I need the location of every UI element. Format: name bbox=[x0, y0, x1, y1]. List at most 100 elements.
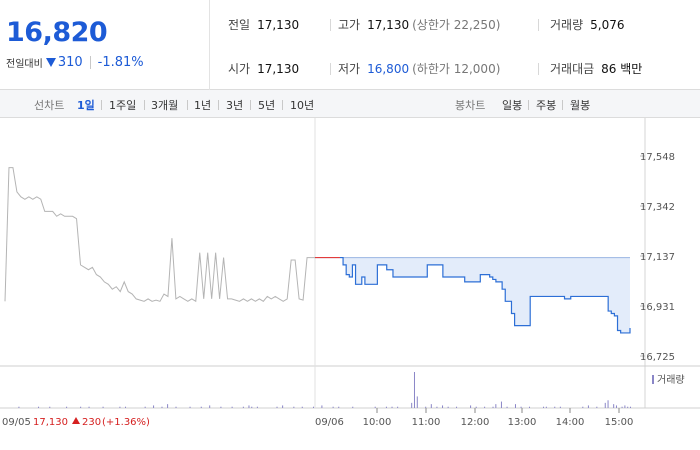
price-chart: 17,548 17,342 17,137 16,931 16,725 거래량 09/05 09… bbox=[0, 118, 700, 428]
volume-bar bbox=[554, 406, 556, 408]
line-chart-label: 선차트 bbox=[34, 99, 65, 112]
volume-bar bbox=[436, 406, 438, 408]
quote-label: 전일 bbox=[228, 18, 251, 32]
down-arrow-icon bbox=[45, 58, 56, 67]
x-tick-label: 14:00 bbox=[556, 417, 585, 428]
volume-bar bbox=[391, 406, 393, 408]
quote-panel: 16,820 전일대비 310 -1.81% 전일 17,130 고가 17,130… bbox=[0, 0, 700, 90]
tab-period-3m[interactable]: 3개월 bbox=[151, 99, 179, 112]
volume-bar bbox=[442, 405, 444, 408]
quote-label: 저가 bbox=[338, 62, 361, 76]
quote-divider bbox=[330, 63, 331, 75]
volume-bar bbox=[484, 406, 486, 408]
price-change-row: 전일대비 310 -1.81% bbox=[6, 55, 144, 70]
quote-divider bbox=[330, 19, 331, 31]
volume-bar bbox=[102, 406, 104, 408]
volume-bar bbox=[582, 406, 584, 408]
volume-bar bbox=[529, 406, 531, 408]
x-tick-label: 12:00 bbox=[461, 417, 490, 428]
change-percent: -1.81% bbox=[97, 55, 144, 70]
volume-bar bbox=[49, 406, 51, 408]
tab-period-5y[interactable]: 5년 bbox=[258, 99, 276, 112]
volume-cell: 거래량 5,076 bbox=[550, 16, 624, 33]
quote-label: 거래대금 bbox=[550, 62, 595, 76]
tab-period-1y[interactable]: 1년 bbox=[194, 99, 212, 112]
volume-bar bbox=[209, 405, 211, 408]
volume-bar bbox=[161, 406, 163, 408]
change-divider bbox=[89, 56, 91, 69]
current-price-box: 16,820 전일대비 310 -1.81% bbox=[0, 0, 210, 90]
volume-bar bbox=[153, 405, 155, 408]
quote-divider bbox=[538, 63, 539, 75]
tab-divider bbox=[218, 100, 219, 110]
volume-bar bbox=[88, 406, 90, 408]
high-cell: 고가 17,130 (상한가 22,250) bbox=[338, 16, 500, 33]
volume-bar bbox=[301, 406, 303, 408]
quote-label: 시가 bbox=[228, 62, 251, 76]
below-reference-area bbox=[315, 257, 630, 333]
quote-value: 17,130 bbox=[257, 18, 300, 32]
tab-divider bbox=[562, 100, 563, 110]
volume-bar bbox=[615, 405, 617, 408]
volume-bar bbox=[495, 404, 497, 408]
volume-bar bbox=[500, 401, 502, 408]
volume-bar bbox=[543, 406, 545, 408]
volume-bar bbox=[282, 405, 284, 408]
current-price: 16,820 bbox=[6, 17, 108, 48]
volume-bar bbox=[251, 406, 253, 408]
open-cell: 시가 17,130 bbox=[228, 60, 299, 77]
volume-bar bbox=[506, 406, 508, 408]
lower-limit: (하한가 12,000) bbox=[412, 62, 501, 76]
tab-divider bbox=[250, 100, 251, 110]
quote-value: 86 백만 bbox=[601, 62, 643, 76]
volume-bar bbox=[175, 406, 177, 408]
x-tick-label: 11:00 bbox=[412, 417, 441, 428]
tab-candle-weekly[interactable]: 주봉 bbox=[536, 99, 557, 112]
volume-bar bbox=[312, 406, 314, 408]
tab-divider bbox=[528, 100, 529, 110]
volume-bar bbox=[587, 405, 589, 408]
volume-bar bbox=[200, 406, 202, 408]
tab-divider bbox=[187, 100, 188, 110]
today-price-line bbox=[339, 256, 631, 334]
y-tick-label: 16,931 bbox=[640, 302, 675, 313]
volume-bar bbox=[621, 406, 623, 408]
tab-period-1d[interactable]: 1일 bbox=[77, 99, 95, 112]
turnover-cell: 거래대금 86 백만 bbox=[550, 60, 642, 77]
previous-day-close: 17,130 bbox=[33, 417, 68, 428]
volume-bar bbox=[144, 406, 146, 408]
change-label: 전일대비 bbox=[6, 59, 43, 70]
quote-label: 고가 bbox=[338, 18, 361, 32]
previous-day-change: 230 bbox=[82, 417, 101, 428]
volume-bar bbox=[456, 406, 458, 408]
volume-bar bbox=[492, 406, 494, 408]
previous-day-change-percent: (+1.36%) bbox=[102, 417, 150, 428]
volume-bar bbox=[430, 404, 432, 408]
volume-bar bbox=[66, 406, 68, 408]
tab-period-1w[interactable]: 1주일 bbox=[109, 99, 137, 112]
tab-candle-monthly[interactable]: 월봉 bbox=[570, 99, 591, 112]
volume-bar bbox=[520, 406, 522, 408]
tab-divider bbox=[144, 100, 145, 110]
tab-period-10y[interactable]: 10년 bbox=[290, 99, 315, 112]
volume-bar bbox=[231, 406, 233, 408]
volume-bar bbox=[416, 396, 418, 408]
quote-value: 17,130 bbox=[257, 62, 300, 76]
volume-bar bbox=[413, 372, 415, 408]
volume-bar bbox=[293, 406, 295, 408]
x-tick-label: 13:00 bbox=[508, 417, 537, 428]
volume-bar bbox=[125, 406, 127, 408]
quote-value: 16,800 bbox=[367, 62, 410, 76]
tab-period-3y[interactable]: 3년 bbox=[226, 99, 244, 112]
volume-bar bbox=[627, 406, 629, 408]
volume-bar bbox=[374, 406, 376, 408]
volume-bar bbox=[220, 406, 222, 408]
volume-bar bbox=[514, 404, 516, 408]
tab-candle-daily[interactable]: 일봉 bbox=[502, 99, 523, 112]
volume-bar bbox=[475, 406, 477, 408]
previous-day-line bbox=[4, 167, 315, 303]
volume-bar bbox=[276, 406, 278, 408]
volume-bar bbox=[119, 406, 121, 408]
prev-close-cell: 전일 17,130 bbox=[228, 16, 299, 33]
volume-bar bbox=[332, 406, 334, 408]
